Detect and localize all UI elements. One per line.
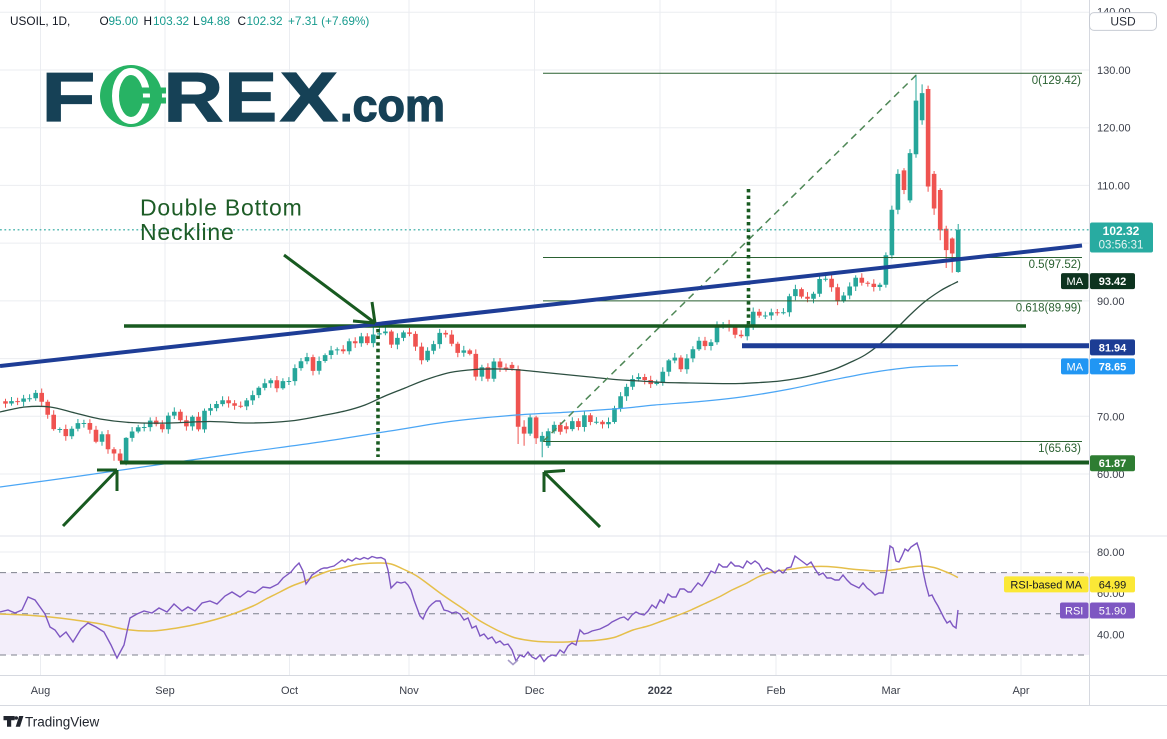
svg-text:Sep: Sep	[155, 685, 175, 697]
svg-text:03:56:31: 03:56:31	[1099, 240, 1144, 252]
svg-text:95.00: 95.00	[109, 14, 139, 28]
svg-text:0.618(89.99): 0.618(89.99)	[1016, 302, 1081, 314]
svg-text:H: H	[144, 14, 153, 28]
svg-text:103.32: 103.32	[153, 14, 189, 28]
svg-text:L: L	[193, 14, 200, 28]
svg-text:102.32: 102.32	[1103, 224, 1140, 238]
svg-text:Mar: Mar	[882, 685, 901, 697]
svg-text:+7.31 (+7.69%): +7.31 (+7.69%)	[288, 14, 369, 28]
svg-text:O: O	[100, 14, 109, 28]
svg-text:94.88: 94.88	[201, 14, 231, 28]
svg-text:Feb: Feb	[767, 685, 786, 697]
svg-text:40.00: 40.00	[1097, 629, 1125, 641]
svg-text:Aug: Aug	[31, 685, 51, 697]
svg-text:0.5(97.52): 0.5(97.52)	[1029, 259, 1082, 271]
svg-text:R: R	[164, 59, 224, 137]
svg-text:MA: MA	[1067, 276, 1084, 288]
svg-text:F: F	[42, 58, 96, 136]
svg-text:USOIL, 1D,: USOIL, 1D,	[10, 14, 70, 28]
svg-text:60.00: 60.00	[1097, 469, 1125, 481]
svg-text:Neckline: Neckline	[140, 219, 235, 245]
svg-text:81.94: 81.94	[1099, 342, 1127, 354]
svg-text:Oct: Oct	[281, 685, 298, 697]
svg-text:USD: USD	[1110, 15, 1136, 29]
svg-text:78.65: 78.65	[1099, 361, 1127, 373]
svg-text:Dec: Dec	[525, 685, 545, 697]
svg-text:130.00: 130.00	[1097, 65, 1131, 77]
svg-text:Double Bottom: Double Bottom	[140, 195, 303, 221]
svg-text:64.99: 64.99	[1099, 579, 1127, 591]
svg-text:70.00: 70.00	[1097, 411, 1125, 423]
svg-text:2022: 2022	[648, 685, 672, 697]
svg-text:MA: MA	[1067, 361, 1084, 373]
svg-text:.com: .com	[340, 80, 445, 131]
svg-text:Nov: Nov	[399, 685, 419, 697]
svg-text:RSI: RSI	[1065, 606, 1083, 618]
svg-text:90.00: 90.00	[1097, 296, 1125, 308]
svg-text:Apr: Apr	[1012, 685, 1029, 697]
svg-text:110.00: 110.00	[1097, 180, 1130, 192]
svg-text:E: E	[225, 58, 278, 136]
svg-text:RSI-based MA: RSI-based MA	[1010, 579, 1082, 591]
svg-text:1(65.63): 1(65.63)	[1038, 443, 1081, 455]
svg-text:61.87: 61.87	[1099, 458, 1127, 470]
svg-text:51.90: 51.90	[1099, 606, 1127, 618]
svg-text:120.00: 120.00	[1097, 123, 1131, 135]
svg-text:TradingView: TradingView	[25, 715, 100, 730]
svg-text:C: C	[238, 14, 247, 28]
svg-text:102.32: 102.32	[247, 14, 283, 28]
svg-text:0(129.42): 0(129.42)	[1032, 75, 1081, 87]
svg-text:X: X	[280, 58, 338, 136]
svg-text:93.42: 93.42	[1099, 276, 1127, 288]
svg-text:80.00: 80.00	[1097, 547, 1125, 559]
